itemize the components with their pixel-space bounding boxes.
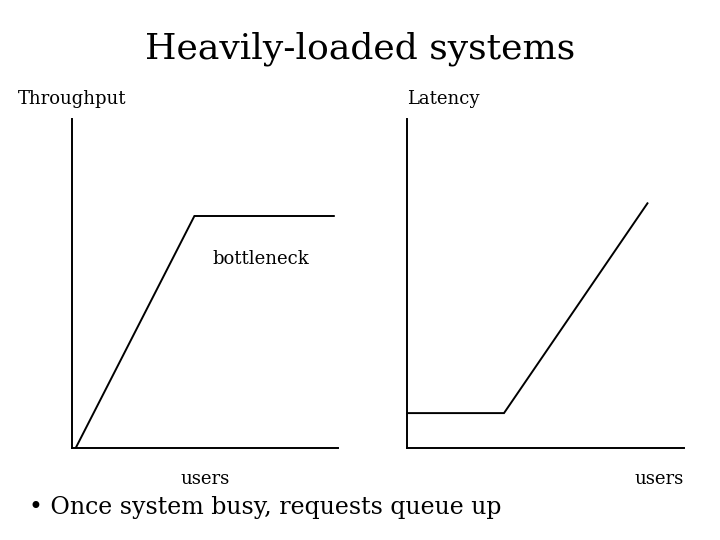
Text: bottleneck: bottleneck [212,250,309,268]
Text: Heavily-loaded systems: Heavily-loaded systems [145,31,575,66]
Text: users: users [635,470,684,488]
Text: users: users [181,470,230,488]
Text: • Once system busy, requests queue up: • Once system busy, requests queue up [29,496,501,519]
Text: Latency: Latency [407,90,480,108]
Text: Throughput: Throughput [18,90,127,108]
